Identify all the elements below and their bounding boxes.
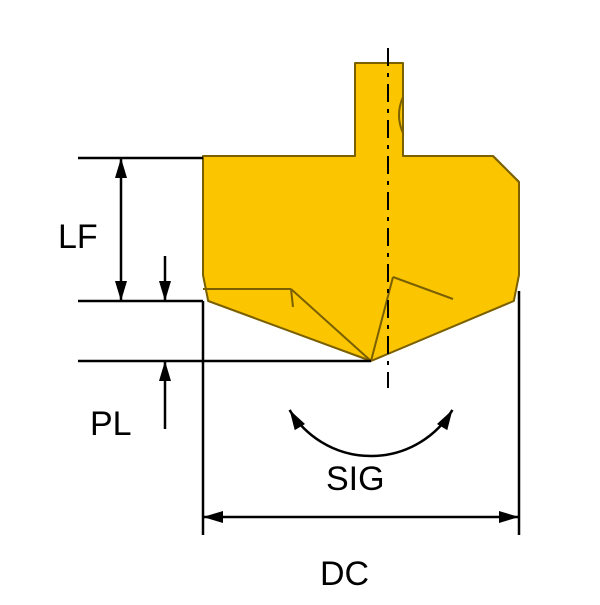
drill-tip-tool <box>203 63 519 361</box>
label-DC: DC <box>320 555 369 594</box>
technical-diagram <box>0 0 600 600</box>
label-PL: PL <box>90 405 132 444</box>
label-LF: LF <box>58 218 98 257</box>
label-SIG: SIG <box>326 460 385 499</box>
dimension-SIG <box>290 410 453 456</box>
